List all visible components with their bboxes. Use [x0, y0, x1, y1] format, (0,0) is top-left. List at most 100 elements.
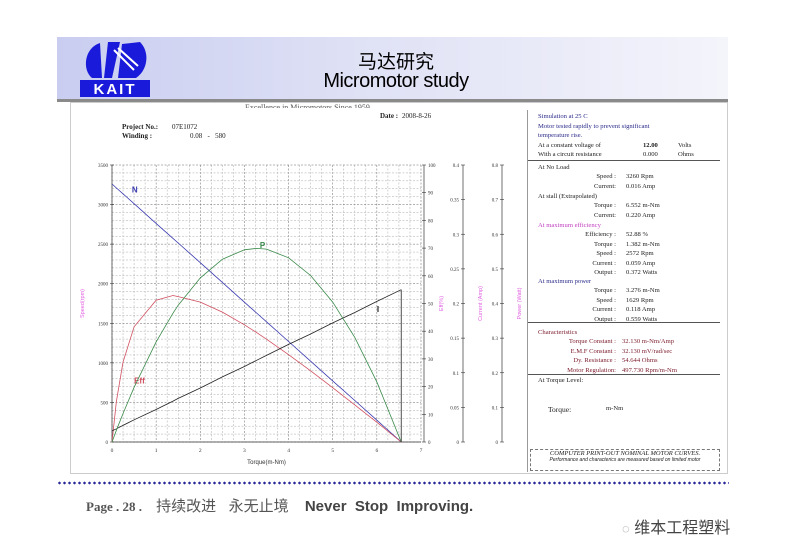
- y-tick-label: 0.4: [453, 164, 460, 169]
- row-label: E.M.F Constant :: [570, 347, 616, 355]
- row-label: Efficiency :: [585, 231, 616, 239]
- title-english: Micromotor study: [323, 70, 469, 92]
- torque-input[interactable]: [590, 402, 602, 412]
- watermark: ◌ 维本工程塑料: [622, 514, 730, 538]
- y-tick-label: 0: [457, 441, 460, 446]
- y-tick-label: 30: [428, 358, 434, 363]
- slogan-chinese: 持续改进 永无止境: [156, 498, 289, 515]
- y-axis-label: Current (Amp): [478, 286, 484, 321]
- y-tick-label: 0.05: [450, 406, 459, 411]
- print-out-note: COMPUTER PRINT-OUT NOMINAL MOTOR CURVES.…: [530, 449, 720, 471]
- row-value: 1629 Rpm: [626, 296, 654, 304]
- series-line-N: [111, 183, 402, 443]
- section-title-max_power: At maximum power: [538, 278, 592, 285]
- project-label: Project No.:: [122, 123, 159, 131]
- row-label: Speed :: [596, 296, 616, 304]
- motor-performance-chart: 0 1 2 3 4 5 6 7Torque(m-Nm)05001000150020002500…: [80, 164, 523, 466]
- y-tick-label: 0.7: [492, 199, 499, 204]
- slogan-english: Never Stop Improving.: [304, 498, 474, 515]
- resistance-value: 0.000: [643, 151, 658, 158]
- y-tick-label: 0.3: [492, 337, 499, 342]
- winding-value: 0.08 - 580: [190, 132, 226, 140]
- y-axis-label: Speed(rpm): [80, 289, 86, 318]
- x-tick-label: 6: [375, 448, 378, 454]
- series-label-N: N: [132, 186, 138, 195]
- divider: [528, 322, 720, 323]
- series-line-I: [111, 289, 402, 432]
- y-tick-label: 1500: [98, 322, 109, 327]
- section-title-stall: At stall (Extrapolated): [538, 193, 597, 200]
- divider: [528, 374, 720, 375]
- x-tick-label: 0: [111, 448, 114, 454]
- y-tick-label: 2000: [98, 283, 109, 288]
- row-value: 6.552 m-Nm: [626, 202, 660, 210]
- row-value: 54.644 Ohms: [622, 357, 658, 365]
- voltage-label: At a constant voltage of: [538, 142, 601, 149]
- y-tick-label: 10: [428, 413, 434, 418]
- y-tick-label: 0.6: [492, 233, 499, 238]
- y-tick-label: 0.1: [492, 406, 499, 411]
- voltage-value: 12.00: [643, 142, 658, 149]
- wechat-icon: ◌: [622, 521, 630, 536]
- y-tick-label: 50: [428, 303, 434, 308]
- row-value: 3260 Rpm: [626, 173, 654, 181]
- row-value: 2572 Rpm: [626, 250, 654, 258]
- tagline: Excellence in Micromotors Since 1959: [245, 103, 370, 108]
- y-tick-label: 90: [428, 192, 434, 197]
- y-axis-label: Eff(%): [439, 296, 445, 311]
- y-tick-label: 0.25: [450, 268, 459, 273]
- note-subtitle: Performance and characterics are measure…: [549, 457, 701, 463]
- footer: Page . 28 . 持续改进 永无止境 Never Stop Improvi…: [86, 495, 473, 516]
- section-title-characteristics: Characteristics: [538, 329, 578, 336]
- torque-field-unit: m-Nm: [606, 405, 624, 412]
- torque-level-label: At Torque Level:: [538, 377, 584, 384]
- series-line-Eff: [111, 295, 402, 443]
- row-label: Dy. Resistance :: [573, 357, 616, 365]
- characteristics-panel: Simulation at 25 C Motor tested rapidly …: [527, 110, 724, 472]
- y-tick-label: 40: [428, 330, 434, 335]
- row-label: Torque :: [593, 287, 616, 295]
- row-label: Current :: [592, 306, 616, 314]
- y-tick-label: 2500: [98, 243, 109, 248]
- row-value: 1.382 m-Nm: [626, 240, 660, 248]
- row-value: 0.016 Amp: [626, 182, 656, 190]
- resistance-unit: Ohms: [678, 151, 694, 158]
- row-label: Current:: [594, 182, 616, 190]
- y-tick-label: 80: [428, 219, 434, 224]
- row-label: Speed :: [596, 250, 616, 258]
- voltage-unit: Volts: [678, 142, 692, 149]
- section-title-max_eff: At maximum efficiency: [538, 222, 601, 229]
- winding-label: Winding :: [122, 132, 153, 140]
- series-line-P: [111, 247, 402, 443]
- series-label-Eff: Eff: [134, 376, 145, 385]
- row-value: 0.059 Amp: [626, 259, 656, 267]
- note-title: COMPUTER PRINT-OUT NOMINAL MOTOR CURVES.: [549, 450, 701, 457]
- y-tick-label: 60: [428, 275, 434, 280]
- x-tick-label: 3: [243, 448, 246, 454]
- x-tick-label: 1: [155, 448, 158, 454]
- series-label-I: I: [377, 305, 379, 314]
- row-value: 0.220 Amp: [626, 211, 656, 219]
- row-value: 0.559 Watts: [626, 315, 658, 323]
- y-tick-label: 3500: [98, 164, 109, 169]
- page-number: Page . 28 .: [86, 499, 142, 514]
- x-tick-label: 2: [199, 448, 202, 454]
- row-value: 0.372 Watts: [626, 269, 658, 276]
- divider: [528, 160, 720, 161]
- dotted-divider: [57, 481, 729, 485]
- row-label: Motor Regulation:: [567, 366, 616, 374]
- watermark-text: 维本工程塑料: [634, 520, 731, 537]
- y-tick-label: 0.15: [450, 337, 459, 342]
- header-band: [57, 37, 728, 102]
- y-tick-label: 0.1: [453, 372, 460, 377]
- y-tick-label: 0.2: [453, 303, 460, 308]
- row-label: Torque :: [593, 240, 616, 248]
- note-line-1: Motor tested rapidly to prevent signific…: [538, 123, 650, 130]
- row-value: 32.130 m-Nm/Amp: [622, 338, 675, 346]
- y-tick-label: 0: [496, 441, 499, 446]
- y-tick-label: 0.5: [492, 268, 499, 273]
- row-label: Torque Constant :: [568, 338, 616, 346]
- x-axis-label: Torque(m-Nm): [247, 460, 286, 466]
- y-axis-label: Power (Watt): [517, 287, 523, 319]
- resistance-label: With a circuit resistance: [538, 151, 602, 158]
